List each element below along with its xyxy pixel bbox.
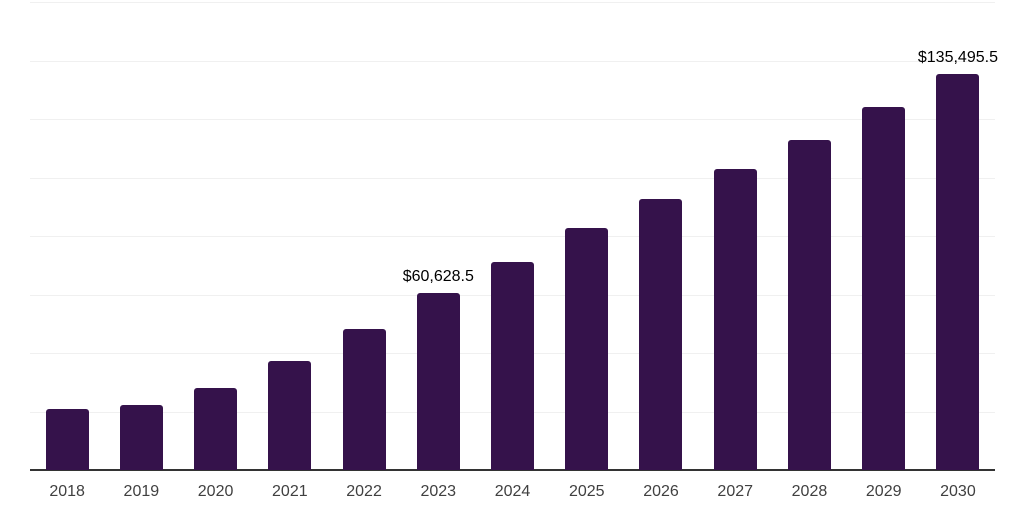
- bar-value-label-2023: $60,628.5: [402, 267, 474, 285]
- bars-row: $60,628.5 $135,495.5: [30, 2, 998, 470]
- x-axis-label-2018: 2018: [49, 483, 85, 500]
- bar-2027: [713, 169, 757, 470]
- x-axis-label-2026: 2026: [643, 483, 679, 500]
- bar-value-label-2030: $135,495.5: [917, 48, 998, 66]
- bar-2025: [565, 228, 609, 470]
- bar-2022: [342, 329, 386, 470]
- bar-slot-2028: [772, 2, 846, 470]
- gridline-140000: [30, 60, 995, 62]
- bar-slot-2030: $135,495.5: [917, 2, 998, 470]
- bar-2029: [862, 107, 906, 470]
- bar-2028: [787, 139, 831, 470]
- x-axis-label-2025: 2025: [568, 483, 605, 500]
- bar-slot-2020: [178, 2, 252, 470]
- gridline-160000: [30, 2, 995, 3]
- bar-slot-2022: [327, 2, 401, 470]
- x-axis-label-2020: 2020: [197, 483, 234, 500]
- bar-2024: [491, 262, 535, 470]
- bar-2019: [119, 404, 163, 470]
- x-axis-label-2021: 2021: [272, 483, 308, 500]
- x-axis-label-2028: 2028: [791, 483, 828, 500]
- bar-slot-2023: $60,628.5: [401, 2, 475, 470]
- bar-slot-2021: [253, 2, 327, 470]
- x-axis-label-2027: 2027: [717, 483, 754, 500]
- bar-2018: [45, 408, 89, 470]
- gridline-80000: [30, 236, 995, 237]
- plot-area: $60,628.5 $135,495.5: [30, 2, 998, 471]
- x-axis-label-2024: 2024: [494, 483, 531, 500]
- x-axis-label-2023: 2023: [420, 483, 457, 500]
- gridline-120000: [30, 119, 995, 120]
- bar-slot-2018: [30, 2, 104, 470]
- x-axis-label-2029: 2029: [865, 483, 902, 500]
- x-axis-line: [30, 469, 995, 471]
- bar-slot-2026: [624, 2, 698, 470]
- x-axis-label-2022: 2022: [346, 483, 382, 500]
- bar-2021: [268, 360, 312, 470]
- bar-slot-2029: [847, 2, 921, 470]
- bar-2026: [639, 198, 683, 470]
- bar-2023: [416, 292, 460, 470]
- bar-2030: [936, 73, 980, 470]
- x-axis-label-2030: 2030: [940, 483, 976, 500]
- bar-slot-2027: [698, 2, 772, 470]
- x-axis-labels: 2018 2019 2020 2021 2022 2023 2024 2025 2026 2027…: [30, 484, 995, 500]
- bar-slot-2024: [475, 2, 549, 470]
- bar-slot-2025: [550, 2, 624, 470]
- bar-2020: [194, 387, 238, 470]
- x-axis-label-2019: 2019: [123, 483, 160, 500]
- bar-slot-2019: [104, 2, 178, 470]
- gridline-100000: [30, 177, 995, 179]
